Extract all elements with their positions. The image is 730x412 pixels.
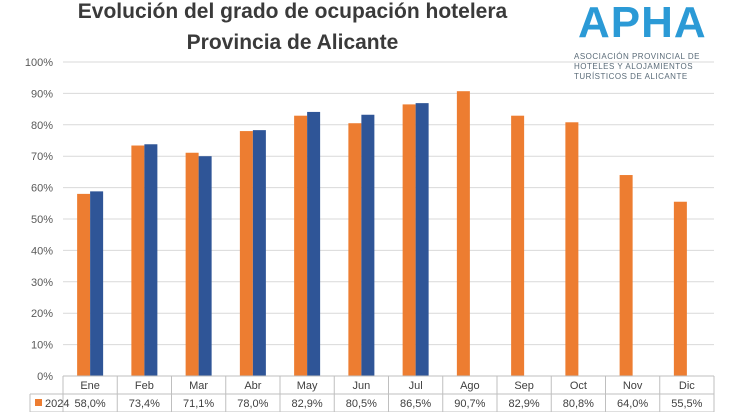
- y-tick-label: 60%: [31, 183, 53, 195]
- bar-series-2: [252, 130, 266, 376]
- data-table-value: 73,4%: [129, 398, 160, 410]
- bar-2024: [131, 145, 145, 376]
- chart-title-line-2: Provincia de Alicante: [186, 31, 399, 54]
- logo-subtitle-line-1: ASOCIACIÓN PROVINCIAL DE: [574, 52, 700, 61]
- y-tick-label: 90%: [31, 88, 53, 100]
- y-tick-label: 70%: [31, 151, 53, 163]
- data-table-value: 86,5%: [400, 398, 431, 410]
- bar-series-2: [90, 191, 104, 376]
- logo-wordmark: APHA: [578, 0, 707, 47]
- x-tick-label: Jun: [353, 380, 371, 392]
- x-tick-label: Mar: [189, 380, 208, 392]
- y-tick-label: 10%: [31, 340, 53, 352]
- legend-key-2024: [35, 399, 42, 406]
- legend-label-2024: 2024: [45, 398, 69, 410]
- bar-series-2: [361, 114, 375, 376]
- bar-2024: [619, 175, 633, 376]
- data-table-value: 82,9%: [292, 398, 323, 410]
- bar-series-2: [198, 156, 212, 376]
- x-tick-label: Nov: [623, 380, 643, 392]
- x-tick-label: Dic: [679, 380, 695, 392]
- data-table-value: 90,7%: [454, 398, 485, 410]
- y-tick-label: 30%: [31, 277, 53, 289]
- data-table-value: 71,1%: [183, 398, 214, 410]
- data-table-value: 80,5%: [346, 398, 377, 410]
- data-table-value: 78,0%: [237, 398, 268, 410]
- y-tick-label: 100%: [25, 57, 53, 69]
- chart-title-line-1: Evolución del grado de ocupación hoteler…: [77, 0, 508, 23]
- bar-2024: [294, 115, 308, 376]
- x-tick-label: Feb: [135, 380, 154, 392]
- x-tick-label: Oct: [570, 380, 587, 392]
- x-tick-label: Ene: [80, 380, 100, 392]
- data-table-value: 55,5%: [671, 398, 702, 410]
- bar-2024: [402, 104, 416, 376]
- bar-series-2: [415, 103, 429, 376]
- logo-subtitle-line-3: TURÍSTICOS DE ALICANTE: [574, 72, 688, 81]
- y-tick-label: 80%: [31, 120, 53, 132]
- bar-2024: [348, 123, 362, 376]
- x-tick-label: Sep: [514, 380, 534, 392]
- bar-2024: [456, 91, 470, 377]
- y-tick-label: 40%: [31, 245, 53, 257]
- bar-series-2: [144, 144, 158, 376]
- apha-logo: APHA ASOCIACIÓN PROVINCIAL DE HOTELES Y …: [562, 0, 730, 90]
- bar-2024: [239, 131, 253, 376]
- bar-2024: [185, 152, 199, 376]
- bar-2024: [511, 115, 525, 376]
- y-tick-label: 0%: [37, 371, 53, 383]
- x-tick-label: Abr: [244, 380, 261, 392]
- bar-2024: [565, 122, 579, 377]
- data-table-value: 80,8%: [563, 398, 594, 410]
- bar-series-2: [307, 111, 321, 377]
- bar-2024: [673, 201, 687, 376]
- data-table-value: 64,0%: [617, 398, 648, 410]
- data-table-value: 58,0%: [75, 398, 106, 410]
- x-tick-label: Jul: [409, 380, 423, 392]
- y-tick-label: 20%: [31, 308, 53, 320]
- data-table-value: 82,9%: [509, 398, 540, 410]
- x-tick-label: May: [297, 380, 318, 392]
- y-tick-label: 50%: [31, 214, 53, 226]
- bar-2024: [77, 193, 91, 376]
- logo-subtitle-line-2: HOTELES Y ALOJAMIENTOS: [574, 62, 694, 71]
- x-tick-label: Ago: [460, 380, 480, 392]
